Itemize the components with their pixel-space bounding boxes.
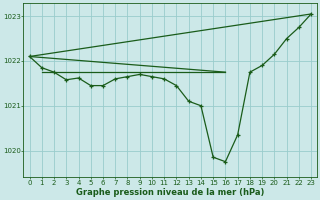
X-axis label: Graphe pression niveau de la mer (hPa): Graphe pression niveau de la mer (hPa): [76, 188, 265, 197]
